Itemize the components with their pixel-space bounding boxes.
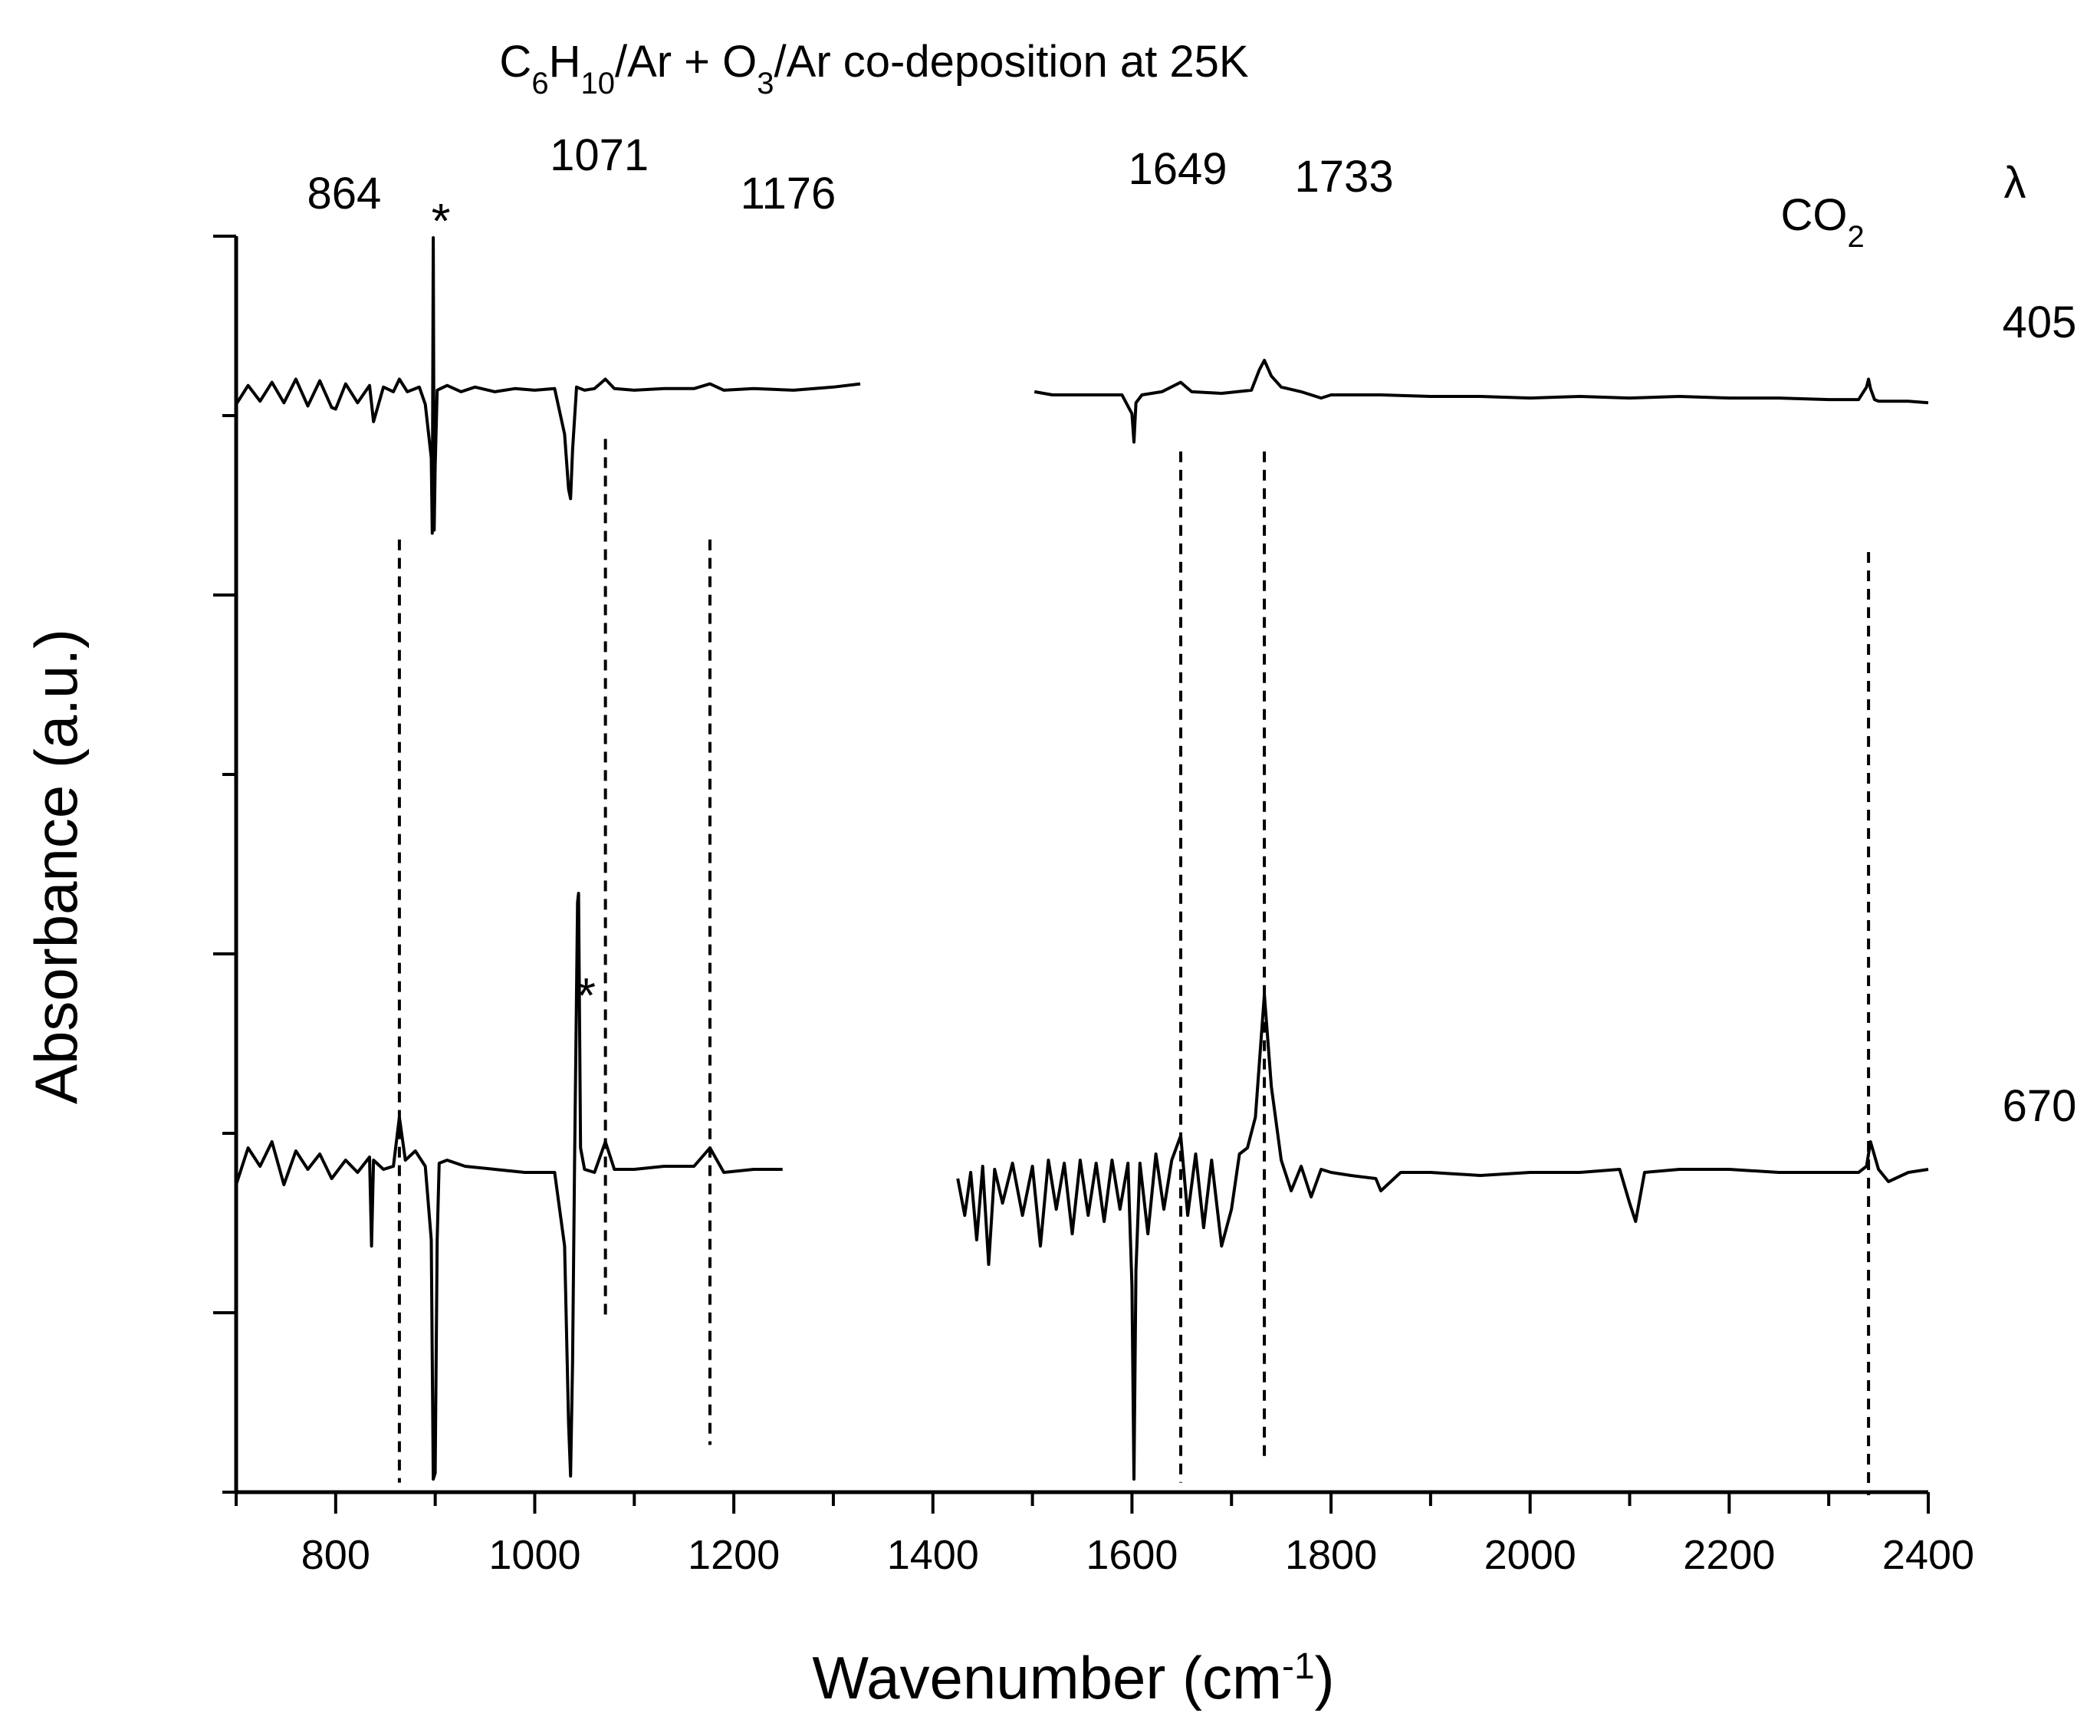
reference-lines: 864 1071 1176 1649 1733 CO2	[307, 130, 1871, 1495]
reference-line-label: CO2	[1780, 190, 1864, 254]
reference-line-label: 1176	[741, 169, 836, 219]
x-tick-label: 1800	[1285, 1532, 1377, 1578]
x-axis-title: Wavenumber (cm-1)	[812, 1644, 1334, 1711]
x-axis-ticks: 800 1000 1200 1400 1600 1800 2000 2200 2400	[235, 1492, 1974, 1578]
spectrum-trace-405	[1034, 358, 1929, 444]
spectrum-trace-670	[235, 892, 783, 1481]
annotations: **	[432, 193, 596, 1023]
reference-line-label: 1071	[550, 130, 649, 180]
trace-label-670: 670	[2003, 1081, 2077, 1131]
x-tick-label: 1000	[488, 1532, 580, 1578]
x-tick-label: 2400	[1882, 1532, 1974, 1578]
x-tick-label: 800	[301, 1532, 370, 1578]
x-tick-label: 1200	[688, 1532, 780, 1578]
y-axis-ticks	[213, 235, 236, 1494]
reference-line-label: 1733	[1295, 152, 1394, 202]
spectrum-traces: 405 670	[235, 236, 2077, 1481]
spectrum-trace-405	[235, 236, 861, 535]
reference-line-label: 864	[307, 169, 382, 219]
reference-line-label: 1649	[1129, 144, 1227, 194]
lambda-label: λ	[2004, 158, 2026, 208]
asterisk-marker: *	[432, 193, 451, 248]
x-tick-label: 2200	[1683, 1532, 1775, 1578]
trace-label-405: 405	[2003, 298, 2077, 347]
x-tick-label: 2000	[1484, 1532, 1576, 1578]
asterisk-marker: *	[577, 968, 596, 1023]
spectrum-trace-670	[956, 993, 1929, 1481]
x-tick-label: 1400	[887, 1532, 979, 1578]
y-axis-title: Absorbance (a.u.)	[22, 629, 90, 1104]
chart-title: C6H10/Ar + O3/Ar co-deposition at 25K	[499, 37, 1248, 100]
x-tick-label: 1600	[1086, 1532, 1178, 1578]
